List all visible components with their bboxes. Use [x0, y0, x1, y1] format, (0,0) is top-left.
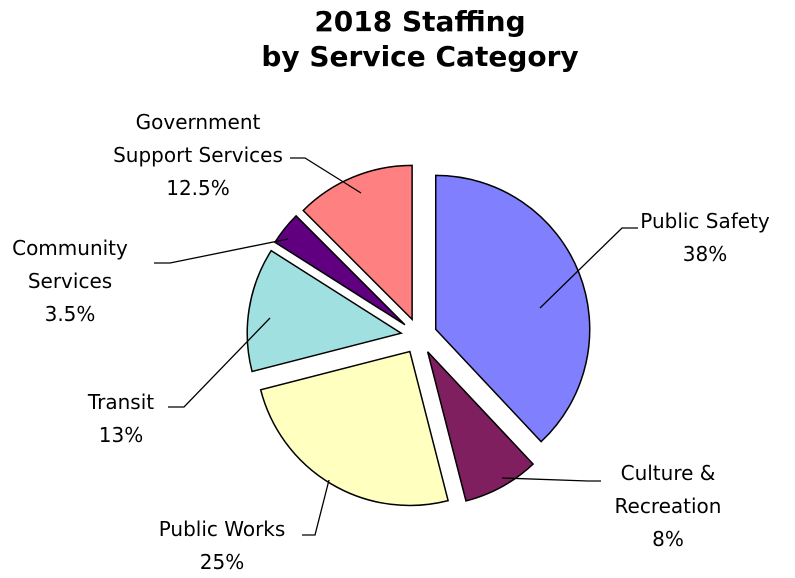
- slice-value-label: 12.5%: [166, 176, 230, 200]
- chart-title-line-2: by Service Category: [261, 40, 578, 73]
- slice-label-public-safety: Public Safety 38%: [640, 209, 770, 266]
- slice-name-label: Transit: [87, 390, 154, 414]
- slice-name-label: Support Services: [113, 143, 283, 167]
- slice-name-label: Services: [28, 269, 112, 293]
- pie-slice-public-safety: [434, 174, 591, 443]
- slice-label-community-services: Community Services 3.5%: [12, 236, 128, 326]
- slice-value-label: 38%: [683, 242, 727, 266]
- slice-name-label: Culture &: [621, 461, 716, 485]
- slice-label-public-works: Public Works 25%: [159, 517, 286, 574]
- pie-slice-government-support-services: [302, 164, 413, 322]
- leader-lines: [154, 157, 638, 536]
- pie-slices: [246, 164, 591, 507]
- slice-name-label: Recreation: [615, 494, 722, 518]
- leader-line-community-services: [154, 238, 289, 264]
- slice-name-label: Government: [136, 110, 261, 134]
- slice-value-label: 8%: [652, 527, 684, 551]
- leader-line-public-safety: [539, 227, 638, 309]
- slice-value-label: 25%: [200, 550, 244, 574]
- leader-line-government-support-services: [290, 157, 362, 194]
- slice-value-label: 3.5%: [45, 302, 96, 326]
- slice-name-label: Public Works: [159, 517, 286, 541]
- leader-line-culture-recreation: [501, 477, 601, 482]
- slice-name-label: Community: [12, 236, 128, 260]
- leader-line-public-works: [302, 479, 330, 536]
- leader-line-transit: [168, 317, 271, 408]
- pie-slice-transit: [246, 249, 404, 373]
- pie-slice-public-works: [259, 350, 450, 507]
- chart-title-line-1: 2018 Staffing: [314, 5, 525, 38]
- slice-label-transit: Transit 13%: [87, 390, 154, 447]
- pie-slice-culture-recreation: [426, 351, 535, 502]
- slice-value-label: 13%: [99, 423, 143, 447]
- slice-name-label: Public Safety: [640, 209, 770, 233]
- slice-labels: Public Safety 38% Culture & Recreation 8% Pub…: [12, 110, 770, 574]
- slice-label-government-support-services: Government Support Services 12.5%: [113, 110, 283, 200]
- slice-label-culture-recreation: Culture & Recreation 8%: [615, 461, 722, 551]
